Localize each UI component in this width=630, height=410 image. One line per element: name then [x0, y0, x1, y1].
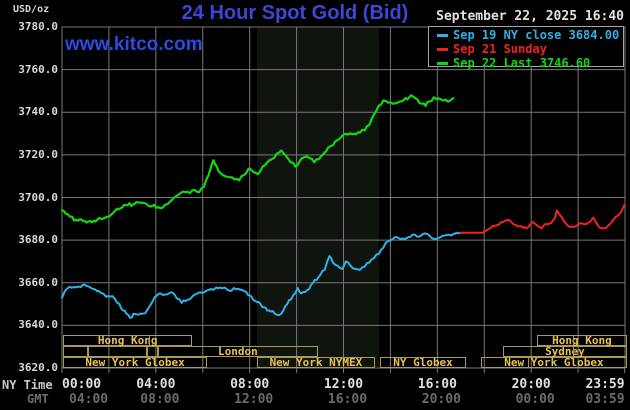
x-axis-tick-label-gmt: 16:00 — [327, 392, 368, 407]
legend-box: Sep 19 NY close 3684.00 Sep 21 Sunday Se… — [428, 26, 624, 70]
legend-label-sep22: Sep 22 Last 3746.60 — [453, 56, 591, 70]
x-axis-tick-label-ny: 04:00 — [136, 377, 176, 392]
session-label: NY Globex — [393, 356, 453, 369]
session-label: New York Globex — [85, 356, 185, 369]
legend-row-sep19: Sep 19 NY close 3684.00 — [437, 28, 623, 42]
y-axis-tick-label: 3720.0 — [18, 147, 58, 161]
legend-label-sep21: Sep 21 Sunday — [453, 42, 547, 56]
session-label: Hong Kong — [552, 334, 612, 347]
legend-dash-sep21 — [437, 48, 448, 51]
y-axis-tick-label: 3640.0 — [18, 318, 58, 332]
y-axis-tick-label: 3740.0 — [18, 105, 58, 119]
session-box — [63, 346, 89, 357]
x-axis-tick-label-ny: 20:00 — [511, 377, 551, 392]
session-divider — [572, 347, 574, 356]
y-axis-tick-label: 3620.0 — [18, 361, 58, 374]
kitco-watermark-link[interactable]: www.kitco.com — [65, 34, 203, 55]
x-axis-tick-label-ny: 12:00 — [323, 377, 364, 392]
x-axis-tick-label-gmt: 08:00 — [140, 392, 180, 407]
x-axis-tick-label-gmt: 04:00 — [69, 392, 109, 407]
x-axis-tick-label-gmt: 03:59 — [585, 392, 625, 407]
legend-dash-sep19 — [437, 34, 448, 37]
legend-dash-sep22 — [437, 62, 448, 65]
session-divider — [527, 358, 529, 367]
x-axis-tick-label-gmt: 12:00 — [234, 392, 274, 407]
legend-label-sep19: Sep 19 NY close 3684.00 — [453, 28, 620, 42]
session-box-new-york-globex: New York Globex — [480, 356, 627, 369]
legend-row-sep21: Sep 21 Sunday — [437, 42, 623, 56]
session-box-new-york-globex: New York Globex — [63, 357, 207, 368]
session-label: New York Globex — [504, 356, 604, 369]
session-box-hong-kong: Hong Kong — [63, 334, 193, 347]
y-axis-unit-label: USD/oz — [13, 4, 50, 15]
session-label: New York NYMEX — [269, 356, 363, 369]
session-label: Sydney — [545, 345, 585, 358]
x-axis-tick-label-gmt: 00:00 — [515, 392, 555, 407]
x-axis-tick-label-ny: 16:00 — [417, 377, 457, 392]
session-box-new-york-nymex: New York NYMEX — [256, 356, 375, 369]
session-box — [146, 346, 158, 357]
session-box — [88, 346, 147, 357]
y-axis-tick-label: 3660.0 — [18, 275, 58, 289]
legend-row-sep22: Sep 22 Last 3746.60 — [437, 56, 623, 70]
series-line-sep19-close — [61, 231, 462, 319]
ny-time-axis-caption: NY Time — [2, 378, 53, 392]
session-box-london: London — [157, 345, 318, 358]
x-axis-tick-label-ny: 00:00 — [62, 377, 102, 392]
session-label: London — [218, 345, 258, 358]
session-divider — [149, 336, 151, 345]
session-box-sydney: Sydney — [503, 346, 627, 357]
series-line-sep21-sunday — [459, 204, 626, 234]
gmt-axis-caption: GMT — [27, 392, 49, 406]
x-axis-tick-label-ny: 23:59 — [585, 377, 625, 392]
y-axis-tick-label: 3780.0 — [18, 20, 58, 33]
y-axis-tick-label: 3760.0 — [18, 62, 58, 76]
x-axis-tick-label-gmt: 20:00 — [421, 392, 461, 407]
series-line-sep22-current — [60, 94, 455, 224]
page-title: 24 Hour Spot Gold (Bid) — [181, 2, 409, 24]
y-axis-tick-label: 3700.0 — [18, 190, 58, 204]
chart-date: September 22, 2025 16:40 — [436, 9, 624, 24]
session-label: Hong Kong — [97, 334, 158, 347]
session-box-hong-kong: Hong Kong — [537, 335, 627, 346]
y-axis-tick-label: 3680.0 — [18, 233, 58, 247]
session-divider — [572, 336, 574, 345]
x-axis-tick-label-ny: 08:00 — [230, 377, 270, 392]
session-box-ny-globex: NY Globex — [380, 357, 466, 368]
